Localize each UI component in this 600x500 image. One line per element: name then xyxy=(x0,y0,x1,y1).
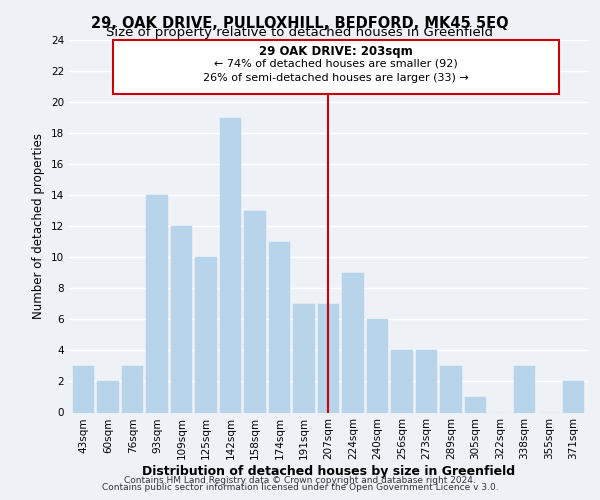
Bar xyxy=(416,350,437,412)
X-axis label: Distribution of detached houses by size in Greenfield: Distribution of detached houses by size … xyxy=(142,465,515,478)
Bar xyxy=(220,118,241,412)
Bar xyxy=(293,304,315,412)
Bar xyxy=(342,273,364,412)
Text: 29, OAK DRIVE, PULLOXHILL, BEDFORD, MK45 5EQ: 29, OAK DRIVE, PULLOXHILL, BEDFORD, MK45… xyxy=(91,16,509,31)
Text: Size of property relative to detached houses in Greenfield: Size of property relative to detached ho… xyxy=(107,26,493,39)
FancyBboxPatch shape xyxy=(113,40,559,94)
Text: 29 OAK DRIVE: 203sqm: 29 OAK DRIVE: 203sqm xyxy=(259,46,413,59)
Bar xyxy=(73,366,94,412)
Bar xyxy=(171,226,193,412)
Bar xyxy=(391,350,413,412)
Text: Contains HM Land Registry data © Crown copyright and database right 2024.: Contains HM Land Registry data © Crown c… xyxy=(124,476,476,485)
Bar xyxy=(367,320,388,412)
Bar xyxy=(440,366,461,412)
Bar xyxy=(563,382,584,412)
Bar xyxy=(244,210,266,412)
Bar xyxy=(196,258,217,412)
Text: ← 74% of detached houses are smaller (92): ← 74% of detached houses are smaller (92… xyxy=(214,58,458,68)
Bar xyxy=(122,366,143,412)
Bar xyxy=(146,195,168,412)
Text: 26% of semi-detached houses are larger (33) →: 26% of semi-detached houses are larger (… xyxy=(203,72,469,83)
Bar xyxy=(269,242,290,412)
Bar xyxy=(97,382,119,412)
Bar xyxy=(464,397,486,412)
Bar xyxy=(514,366,535,412)
Bar xyxy=(318,304,339,412)
Text: Contains public sector information licensed under the Open Government Licence v : Contains public sector information licen… xyxy=(101,484,499,492)
Y-axis label: Number of detached properties: Number of detached properties xyxy=(32,133,46,320)
